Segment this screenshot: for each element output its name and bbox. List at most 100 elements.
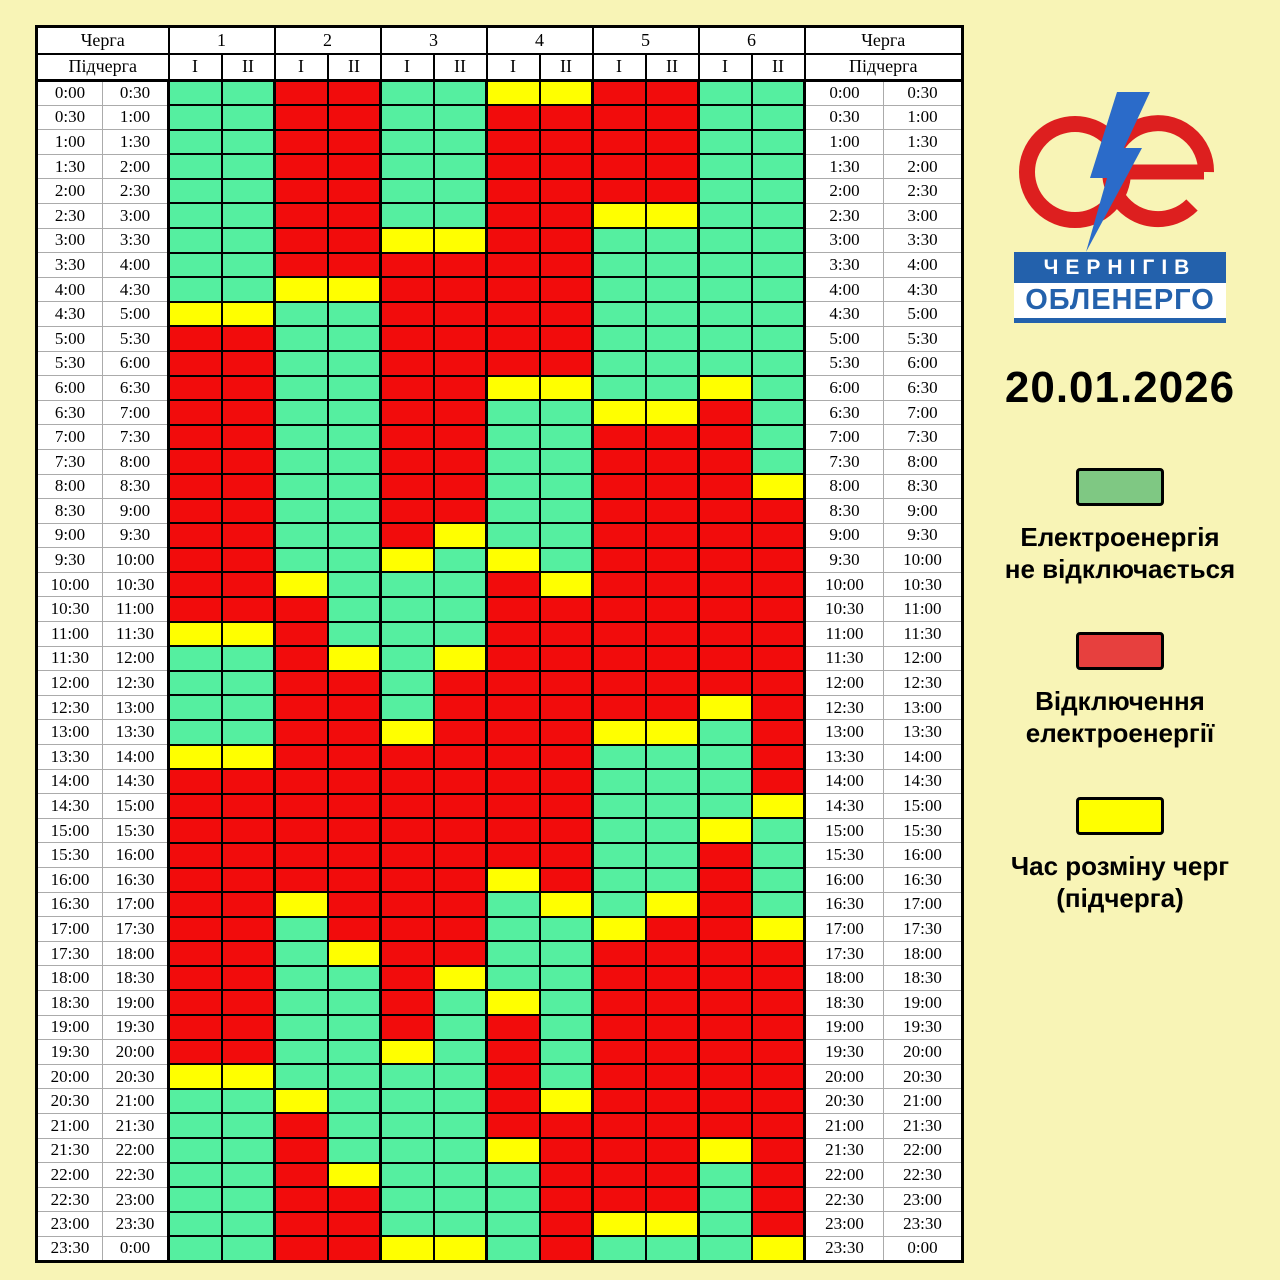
time-cell: 11:00 (883, 596, 963, 623)
grid-cell (644, 374, 700, 402)
time-cell: 21:30 (883, 1112, 963, 1139)
grid-cell (220, 276, 276, 303)
grid-cell (220, 694, 276, 721)
grid-cell (644, 227, 700, 254)
grid-cell (485, 300, 541, 328)
time-cell: 11:30 (102, 621, 169, 647)
grid-cell (379, 964, 435, 992)
grid-cell (379, 1210, 435, 1238)
time-cell: 3:30 (883, 227, 963, 254)
grid-cell (485, 915, 541, 943)
grid-cell (326, 153, 382, 180)
grid-cell (273, 300, 329, 328)
grid-cell (697, 423, 753, 451)
grid-cell (750, 448, 806, 475)
grid-cell (432, 768, 488, 795)
grid-cell (379, 79, 435, 107)
subqueue-2-II: II (326, 52, 382, 82)
time-cell: 13:30 (883, 719, 963, 746)
legend: Електроенергія не відключається Відключенн… (980, 468, 1260, 961)
grid-cell (750, 1137, 806, 1164)
time-cell: 23:30 (36, 1235, 103, 1262)
time-cell: 21:30 (36, 1137, 103, 1164)
grid-cell (591, 989, 647, 1017)
grid-cell (432, 1112, 488, 1140)
time-cell: 15:00 (102, 793, 169, 819)
grid-cell (167, 817, 223, 844)
grid-cell (644, 251, 700, 279)
grid-cell (220, 1087, 276, 1115)
grid-cell (167, 300, 223, 328)
time-cell: 9:30 (804, 547, 884, 573)
grid-cell (326, 841, 382, 869)
time-cell: 19:00 (102, 989, 169, 1016)
grid-cell (432, 1186, 488, 1213)
grid-cell (485, 891, 541, 918)
time-cell: 15:30 (883, 817, 963, 844)
grid-cell (379, 374, 435, 402)
grid-cell (591, 423, 647, 451)
grid-cell (379, 645, 435, 672)
grid-cell (538, 915, 594, 943)
time-cell: 3:00 (804, 227, 884, 254)
grid-cell (485, 202, 541, 230)
grid-cell (591, 350, 647, 377)
grid-cell (432, 522, 488, 549)
grid-cell (750, 497, 806, 525)
grid-cell (644, 497, 700, 525)
grid-cell (538, 423, 594, 451)
grid-cell (485, 768, 541, 795)
grid-cell (167, 104, 223, 131)
time-cell: 19:00 (883, 989, 963, 1016)
grid-cell (220, 1161, 276, 1189)
grid-cell (273, 841, 329, 869)
time-cell: 0:00 (36, 80, 103, 106)
grid-cell (167, 448, 223, 475)
grid-cell (220, 792, 276, 820)
grid-cell (591, 841, 647, 869)
grid-cell (538, 399, 594, 426)
grid-cell (697, 743, 753, 771)
schedule-row: 4:30 5:00 4:30 5:00 (36, 300, 963, 328)
grid-cell (326, 571, 382, 598)
subqueue-1-II: II (220, 52, 276, 82)
grid-cell (379, 128, 435, 156)
grid-cell (220, 177, 276, 205)
subqueue-6-I: I (697, 52, 753, 82)
grid-cell (273, 1112, 329, 1140)
grid-cell (750, 251, 806, 279)
grid-cell (432, 300, 488, 328)
time-cell: 8:00 (883, 448, 963, 475)
time-cell: 18:00 (804, 965, 884, 991)
time-cell: 14:30 (804, 793, 884, 819)
grid-cell (750, 645, 806, 672)
time-cell: 10:00 (804, 571, 884, 598)
grid-cell (485, 620, 541, 648)
grid-cell (644, 423, 700, 451)
grid-cell (220, 300, 276, 328)
grid-cell (273, 79, 329, 107)
grid-cell (697, 546, 753, 574)
grid-cell (167, 571, 223, 598)
grid-cell (591, 891, 647, 918)
time-cell: 1:00 (883, 104, 963, 131)
grid-cell (750, 399, 806, 426)
grid-cell (485, 473, 541, 500)
queue-number-5: 5 (591, 25, 700, 55)
grid-cell (167, 177, 223, 205)
grid-cell (273, 473, 329, 500)
grid-cell (326, 743, 382, 771)
grid-cell (379, 251, 435, 279)
grid-cell (591, 718, 647, 746)
grid-cell (697, 79, 753, 107)
grid-cell (538, 645, 594, 672)
time-cell: 19:30 (883, 1014, 963, 1041)
grid-cell (538, 177, 594, 205)
grid-cell (697, 1210, 753, 1238)
subqueue-5-I: I (591, 52, 647, 82)
time-cell: 17:00 (804, 916, 884, 942)
time-cell: 1:30 (883, 129, 963, 155)
time-cell: 12:00 (36, 670, 103, 696)
grid-cell (538, 251, 594, 279)
